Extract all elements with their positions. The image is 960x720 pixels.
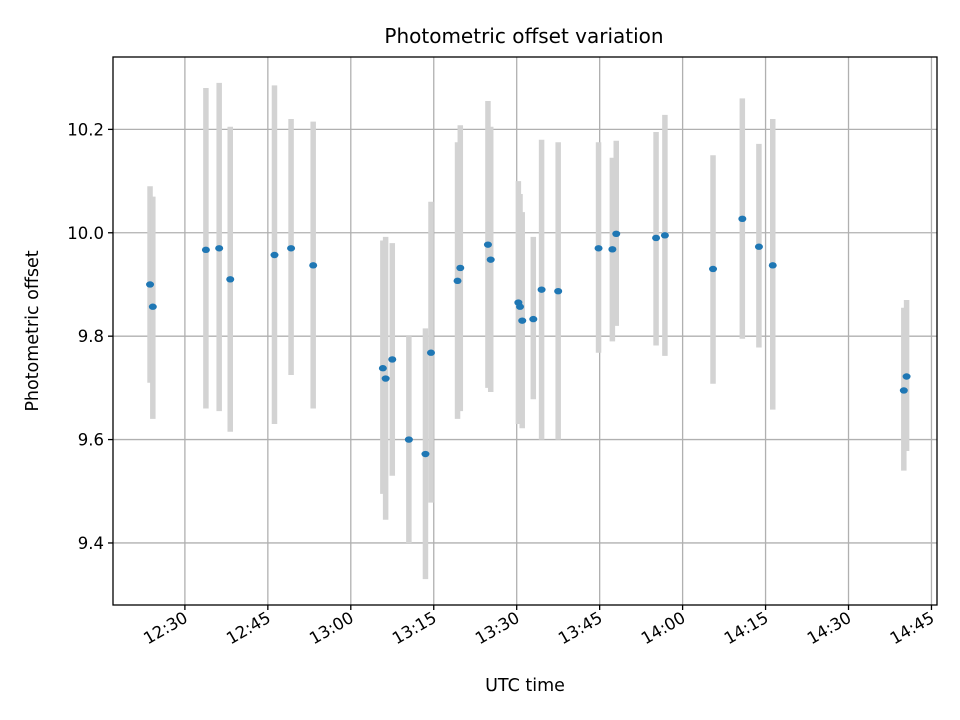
x-axis-label: UTC time: [485, 676, 565, 696]
data-point: [537, 286, 546, 293]
y-tick-label: 10.2: [67, 120, 104, 139]
data-point: [652, 234, 661, 242]
data-point: [902, 373, 911, 380]
data-point: [226, 276, 235, 283]
plot-frame: [112, 56, 938, 606]
data-point: [483, 241, 492, 248]
data-point: [381, 375, 390, 382]
data-point: [404, 436, 413, 443]
data-point: [486, 256, 495, 263]
data-point: [456, 264, 465, 272]
data-point: [529, 315, 538, 323]
data-point: [148, 303, 157, 310]
y-axis-label: Photometric offset: [23, 250, 43, 411]
data-point: [612, 230, 621, 238]
y-tick-label: 9.4: [78, 534, 104, 553]
data-point: [768, 262, 777, 269]
data-point: [754, 243, 763, 250]
data-point: [201, 246, 210, 254]
data-point: [309, 262, 318, 269]
data-point: [146, 281, 155, 288]
chart-title: Photometric offset variation: [384, 24, 663, 48]
data-point: [554, 287, 563, 295]
data-point: [215, 245, 224, 252]
data-point: [378, 365, 387, 372]
y-tick-label: 9.6: [78, 431, 104, 450]
data-point: [738, 215, 747, 223]
data-point: [453, 277, 462, 285]
data-point: [709, 265, 718, 273]
data-point: [594, 245, 603, 252]
data-point: [660, 232, 669, 239]
data-point: [608, 246, 617, 253]
data-points: [146, 215, 911, 458]
data-point: [426, 349, 435, 356]
data-point: [270, 251, 279, 259]
data-point: [421, 450, 430, 458]
y-tick-labels: 9.4 9.6 9.8 10.0 10.2: [67, 120, 104, 553]
data-point: [516, 303, 525, 310]
y-tick-label: 9.8: [78, 327, 104, 346]
axis-ticks: [108, 128, 933, 610]
data-point: [518, 317, 527, 324]
data-point: [287, 245, 296, 252]
data-point: [388, 356, 397, 363]
y-tick-label: 10.0: [67, 224, 104, 243]
data-point: [899, 387, 908, 394]
